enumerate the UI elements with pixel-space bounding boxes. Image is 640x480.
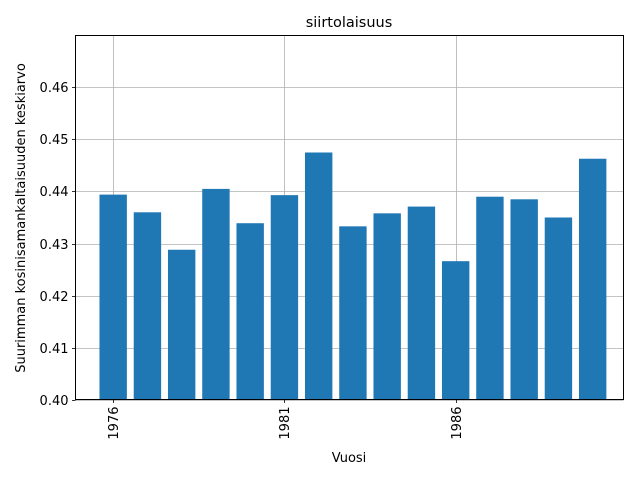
bar: [544, 217, 573, 400]
bar: [441, 261, 470, 400]
bar: [339, 226, 367, 400]
bar: [167, 249, 196, 400]
bar: [99, 194, 127, 400]
x-tick-label: 1986: [450, 407, 465, 440]
bar: [270, 195, 299, 400]
y-tick-label: 0.42: [40, 290, 69, 305]
y-tick-label: 0.44: [40, 185, 69, 200]
y-tick-label: 0.46: [40, 81, 69, 96]
bar: [578, 158, 607, 400]
y-tick-label: 0.45: [40, 133, 69, 148]
bar: [236, 223, 264, 400]
x-tick-label: 1976: [107, 407, 122, 440]
plot-frame: [75, 35, 624, 400]
y-axis: 0.40 0.41 0.42 0.43 0.44 0.45 0.46: [40, 81, 76, 409]
x-axis-label: Vuosi: [332, 451, 367, 466]
chart-title: siirtolaisuus: [306, 15, 393, 31]
y-tick-label: 0.41: [40, 342, 69, 357]
y-tick-label: 0.43: [40, 238, 69, 253]
y-axis-label: Suurimman kosinisamankaltaisuuden keskia…: [14, 63, 29, 373]
bar: [133, 212, 162, 400]
bar: [202, 188, 230, 400]
bar: [476, 196, 504, 400]
bar: [304, 152, 333, 400]
bar: [407, 206, 436, 400]
y-tick-label: 0.40: [40, 394, 69, 409]
x-tick-label: 1981: [278, 407, 293, 440]
bar: [373, 213, 401, 400]
bars: [99, 152, 607, 400]
x-axis: 1976 1981 1986: [107, 399, 465, 440]
bar: [510, 199, 538, 400]
